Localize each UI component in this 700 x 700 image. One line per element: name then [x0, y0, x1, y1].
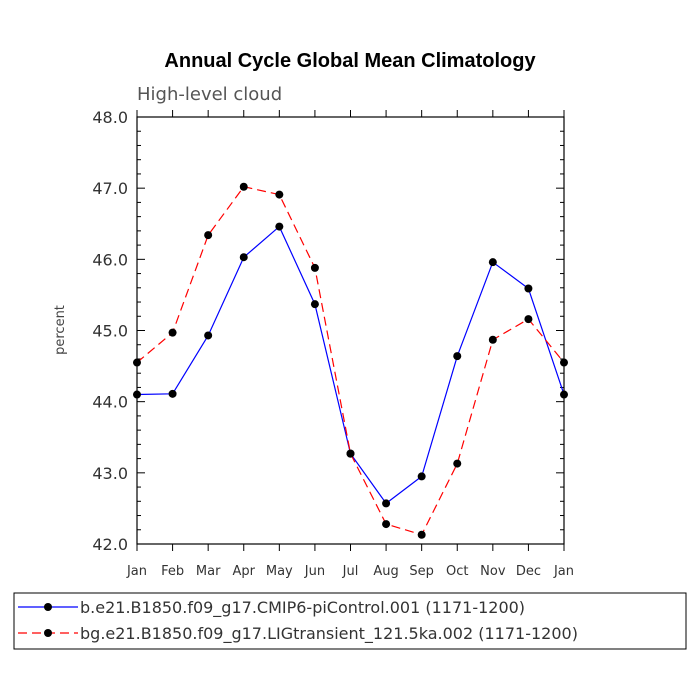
series-line-1	[136, 225, 565, 505]
x-tick-label: Jun	[304, 564, 325, 579]
data-point-series-2	[453, 459, 462, 468]
y-axis-label: percent	[53, 305, 68, 355]
data-point-series-2	[168, 328, 177, 337]
plot-axes: 42.0 43.0 44.0 45.0 46.0 47.0 48.0 Jan Feb Mar Apr…	[92, 108, 574, 579]
data-point-series-2	[488, 335, 497, 344]
y-tick-label: 46.0	[92, 250, 128, 269]
data-point-series-2	[560, 358, 568, 367]
x-tick-label: Jan	[126, 564, 147, 579]
series-layer	[133, 182, 568, 539]
data-point-series-1	[275, 222, 284, 231]
x-tick-label: Nov	[480, 564, 506, 579]
data-point-series-2	[310, 263, 319, 272]
legend-box	[13, 592, 687, 650]
data-point-series-1	[310, 300, 319, 309]
x-tick-label: Dec	[516, 564, 541, 579]
x-tick-label: Apr	[233, 564, 256, 579]
data-point-series-1	[382, 499, 391, 508]
y-tick-label: 47.0	[92, 179, 128, 198]
series-line-2	[136, 186, 565, 536]
data-point-series-1	[168, 389, 177, 398]
chart-subtitle: High-level cloud	[137, 84, 282, 105]
legend: b.e21.B1850.f09_g17.CMIP6-piControl.001 …	[13, 592, 687, 650]
y-tick-label: 42.0	[92, 535, 128, 554]
data-point-series-1	[560, 390, 568, 399]
data-point-series-1	[524, 284, 533, 293]
legend-marker-1	[44, 603, 52, 611]
data-point-series-2	[382, 520, 391, 529]
data-point-series-1	[239, 253, 248, 262]
x-tick-label: Jul	[342, 564, 359, 579]
x-tick-label: Mar	[196, 564, 221, 579]
data-point-series-1	[417, 472, 426, 481]
legend-entry-1: b.e21.B1850.f09_g17.CMIP6-piControl.001 …	[80, 598, 525, 618]
y-tick-label: 45.0	[92, 322, 128, 341]
x-tick-label: Jan	[553, 564, 574, 579]
chart-title: Annual Cycle Global Mean Climatology	[164, 50, 536, 72]
x-tick-label: Sep	[409, 564, 434, 579]
x-tick-label: Feb	[161, 564, 184, 579]
y-tick-label: 44.0	[92, 393, 128, 412]
data-point-series-1	[133, 390, 141, 399]
x-tick-label: May	[266, 564, 293, 579]
data-point-series-2	[239, 182, 248, 191]
data-point-series-2	[524, 315, 533, 324]
y-tick-label: 43.0	[92, 464, 128, 483]
x-tick-label: Aug	[373, 564, 398, 579]
data-point-series-2	[133, 358, 141, 367]
data-point-series-2	[204, 231, 213, 240]
data-point-series-1	[488, 258, 497, 267]
data-point-series-1	[204, 331, 213, 340]
legend-entry-2: bg.e21.B1850.f09_g17.LIGtransient_121.5k…	[80, 624, 578, 644]
y-tick-label: 48.0	[92, 108, 128, 127]
plot-frame	[136, 116, 565, 545]
data-point-series-2	[346, 449, 355, 458]
x-tick-label: Oct	[446, 564, 468, 579]
data-point-series-2	[275, 190, 284, 199]
data-point-series-1	[453, 352, 462, 361]
data-point-series-2	[417, 530, 426, 539]
legend-marker-2	[44, 629, 52, 637]
